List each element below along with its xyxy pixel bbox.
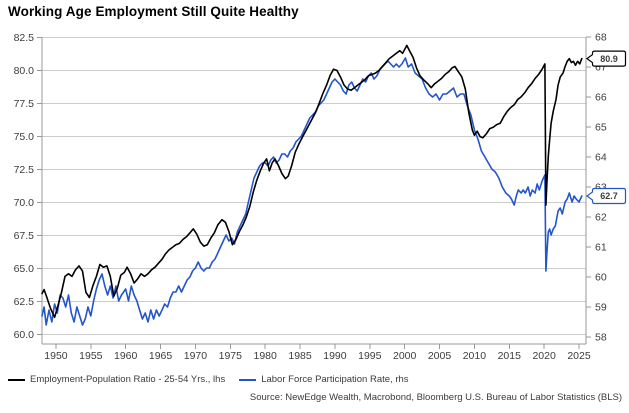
right-axis-label: 65: [595, 122, 607, 134]
axis-tick-labels: 82.5 80.0 77.5 75.0 72.5 70.0 67.5 65.0 62.5 60.0…: [14, 32, 607, 363]
blue-line-swatch-icon: [239, 378, 257, 381]
callout-62.7: 62.7: [585, 187, 627, 205]
x-axis-label: 1975: [219, 350, 243, 362]
x-axis-label: 1955: [79, 350, 103, 362]
x-axis-label: 2010: [463, 350, 487, 362]
x-axis-label: 1950: [44, 350, 68, 362]
chart-title: Working Age Employment Still Quite Healt…: [8, 4, 299, 19]
legend-label: Labor Force Participation Rate, rhs: [261, 374, 409, 385]
x-axis-label: 1995: [358, 350, 382, 362]
right-axis-label: 68: [595, 32, 607, 44]
black-line-swatch-icon: [8, 378, 25, 381]
right-axis-label: 66: [595, 92, 607, 104]
x-axis-label: 1990: [323, 350, 347, 362]
right-axis-label: 62: [595, 212, 607, 224]
left-axis-label: 70.0: [14, 197, 35, 209]
x-axis-label: 1985: [288, 350, 312, 362]
left-axis-label: 67.5: [14, 230, 35, 242]
right-axis-label: 63: [595, 182, 607, 194]
series-line-labor-force-participation-rate: [41, 57, 583, 326]
legend-label: Employment-Population Ratio - 25-54 Yrs.…: [30, 374, 226, 385]
left-axis-label: 65.0: [14, 263, 35, 275]
callout-80.9: 80.9: [585, 50, 627, 67]
x-axis-label: 2025: [567, 350, 591, 362]
left-axis-label: 82.5: [14, 32, 35, 44]
series-line-employment-population-ratio: [41, 44, 583, 319]
right-axis-label: 61: [595, 242, 607, 254]
x-axis-label: 2015: [498, 350, 522, 362]
callout-value: 80.9: [600, 54, 618, 64]
left-axis-label: 62.5: [14, 296, 35, 308]
chart-legend: Employment-Population Ratio - 25-54 Yrs.…: [8, 374, 409, 385]
gridlines: [42, 37, 586, 335]
right-axis-label: 58: [595, 332, 607, 344]
x-axis-label: 2020: [532, 350, 556, 362]
x-axis-label: 1960: [114, 350, 138, 362]
left-axis-label: 77.5: [14, 98, 35, 110]
x-axis-label: 1965: [149, 350, 173, 362]
x-axis-label: 2000: [393, 350, 417, 362]
right-axis-label: 59: [595, 302, 607, 314]
axes: [37, 36, 591, 349]
callout-value: 62.7: [600, 191, 618, 201]
right-axis-label: 60: [595, 272, 607, 284]
legend-item-labor-force-participation: Labor Force Participation Rate, rhs: [239, 374, 409, 385]
x-axis-label: 2005: [428, 350, 452, 362]
right-axis-label: 67: [595, 62, 607, 74]
left-axis-label: 60.0: [14, 329, 35, 341]
left-axis-label: 75.0: [14, 131, 35, 143]
right-axis-label: 64: [595, 152, 607, 164]
left-axis-label: 80.0: [14, 65, 35, 77]
x-axis-label: 1970: [184, 350, 208, 362]
legend-item-employment-population-ratio: Employment-Population Ratio - 25-54 Yrs.…: [8, 374, 225, 385]
source-attribution: Source: NewEdge Wealth, Macrobond, Bloom…: [249, 392, 622, 403]
x-axis-label: 1980: [253, 350, 277, 362]
left-axis-label: 72.5: [14, 164, 35, 176]
